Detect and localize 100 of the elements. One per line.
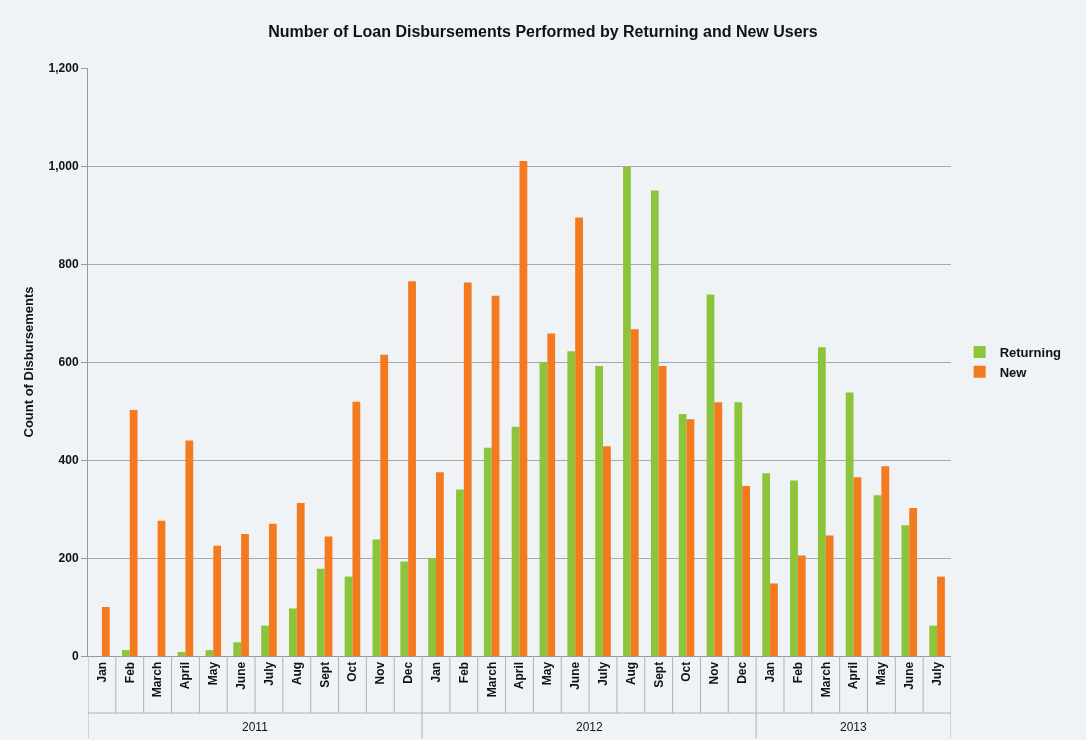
y-axis-title: Count of Disbursements xyxy=(20,286,36,438)
bar xyxy=(623,166,631,656)
bar xyxy=(177,652,186,656)
x-tick-label: Jan xyxy=(428,661,443,683)
bar xyxy=(408,281,416,656)
bar xyxy=(519,161,528,656)
bar xyxy=(790,480,798,656)
x-tick-label: Jan xyxy=(94,661,109,683)
bar xyxy=(929,625,938,656)
x-tick-label: Aug xyxy=(289,661,304,686)
bar xyxy=(213,545,222,656)
legend-label: New xyxy=(999,364,1028,380)
bar xyxy=(762,473,771,656)
bar xyxy=(428,558,436,656)
x-tick-label: Dec xyxy=(401,661,416,684)
chart-title: Number of Loan Disbursements Performed by Returning and New Users xyxy=(268,23,818,41)
bar xyxy=(714,402,723,656)
x-tick-label: Feb xyxy=(790,661,805,684)
x-tick-label: March xyxy=(484,661,499,698)
bar xyxy=(268,523,277,656)
bar xyxy=(686,419,695,656)
bar xyxy=(316,568,325,656)
bar xyxy=(372,539,381,656)
text: 2013 xyxy=(840,720,868,734)
text: 2011 xyxy=(242,720,269,734)
bar xyxy=(400,561,409,656)
bar xyxy=(742,485,750,656)
x-tick-label: April xyxy=(178,661,193,690)
y-tick-label: 800 xyxy=(58,257,79,272)
x-tick-label: July xyxy=(595,661,610,686)
bar xyxy=(706,294,715,656)
bar xyxy=(101,607,110,656)
x-tick-label: Jan xyxy=(762,661,777,683)
bar xyxy=(909,508,918,656)
x-tick-label: April xyxy=(846,661,861,690)
y-tick-label: 1,000 xyxy=(48,159,79,174)
x-tick-label: Feb xyxy=(456,661,471,684)
x-tick-label: Feb xyxy=(122,661,137,684)
bar xyxy=(567,351,576,656)
bar xyxy=(483,447,492,656)
y-tick-label: 1,200 xyxy=(48,61,79,76)
bar xyxy=(491,295,500,656)
bar xyxy=(129,410,138,656)
bar xyxy=(463,282,472,656)
bar xyxy=(157,520,166,656)
bar xyxy=(678,413,687,656)
text: 2012 xyxy=(576,720,604,734)
bar xyxy=(547,333,556,656)
y-tick-label: 600 xyxy=(58,355,79,370)
x-tick-label: May xyxy=(874,661,889,686)
bar xyxy=(380,354,389,656)
x-tick-label: June xyxy=(568,661,583,690)
x-tick-label: July xyxy=(929,661,944,686)
bar xyxy=(630,329,639,656)
bar xyxy=(324,536,333,656)
bar xyxy=(825,535,834,656)
bar xyxy=(121,650,130,656)
bar xyxy=(289,608,297,656)
bar xyxy=(241,533,249,656)
bar xyxy=(539,362,548,656)
y-tick-label: 0 xyxy=(71,649,79,664)
x-tick-label: Aug xyxy=(623,661,638,686)
bar xyxy=(352,401,361,656)
bar xyxy=(456,489,464,656)
x-tick-label: Dec xyxy=(735,661,750,684)
bar xyxy=(185,440,194,656)
bar xyxy=(595,365,604,656)
bar xyxy=(845,392,854,656)
bar xyxy=(937,576,945,656)
x-tick-label: June xyxy=(902,661,917,690)
x-tick-label: Oct xyxy=(679,661,694,682)
y-tick-label: 400 xyxy=(58,453,79,468)
bar xyxy=(658,365,667,656)
x-tick-label: Nov xyxy=(707,661,722,685)
bar xyxy=(873,495,882,656)
bar xyxy=(575,217,583,656)
y-tick-label: 200 xyxy=(58,551,79,566)
bar xyxy=(881,466,890,656)
x-tick-label: March xyxy=(150,661,165,698)
x-tick-label: Oct xyxy=(345,661,360,682)
bar xyxy=(603,446,611,656)
x-tick-label: July xyxy=(261,661,276,686)
bar xyxy=(817,347,826,656)
x-tick-label: May xyxy=(206,661,221,686)
bar xyxy=(261,625,269,656)
x-tick-label: Sept xyxy=(651,661,666,688)
bar xyxy=(797,555,806,656)
x-tick-label: March xyxy=(818,661,833,698)
x-tick-label: Sept xyxy=(317,661,332,688)
bar xyxy=(205,650,214,656)
x-tick-label: Nov xyxy=(373,661,388,685)
bar xyxy=(901,525,910,656)
bar xyxy=(511,426,520,656)
bar xyxy=(435,472,444,656)
legend-label: Returning xyxy=(999,345,1062,361)
bar xyxy=(233,642,242,656)
x-tick-label: April xyxy=(512,661,527,690)
bar xyxy=(734,402,743,656)
bar xyxy=(296,503,305,656)
bar xyxy=(650,190,659,656)
